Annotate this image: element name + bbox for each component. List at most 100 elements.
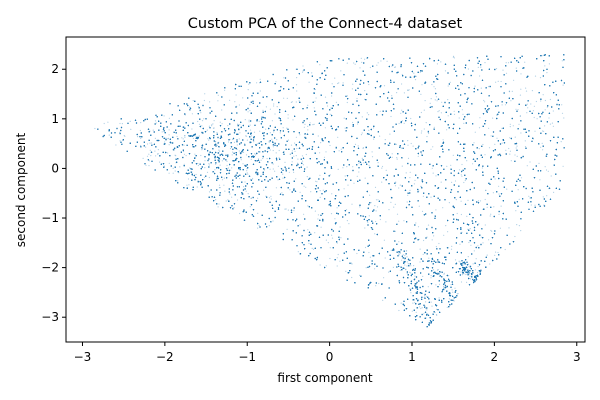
scatter-point [289,153,292,155]
scatter-point [319,196,321,198]
scatter-point [209,101,211,103]
scatter-point [410,272,412,274]
scatter-point [429,57,431,60]
scatter-point [552,110,554,112]
scatter-point [547,170,549,172]
scatter-point [286,97,288,99]
scatter-point [497,80,499,82]
scatter-point [508,90,510,92]
scatter-point [530,204,532,206]
scatter-point [271,138,273,140]
scatter-point [417,300,419,302]
scatter-point [488,239,490,241]
scatter-point [192,146,194,148]
scatter-point [536,118,538,120]
scatter-point [178,172,180,174]
scatter-point [513,79,515,81]
scatter-point [342,82,344,84]
scatter-point [425,122,427,124]
scatter-point [331,237,334,239]
scatter-point [272,163,274,165]
scatter-point [519,115,521,117]
scatter-point [237,124,239,126]
scatter-point [219,159,221,161]
scatter-point [316,258,318,260]
scatter-point [278,157,280,159]
scatter-point [361,116,363,118]
scatter-point [540,100,542,102]
scatter-point [468,273,470,275]
scatter-point [562,165,564,167]
scatter-point [451,245,453,247]
scatter-point [365,152,367,154]
scatter-point [366,57,368,60]
scatter-point [365,267,367,269]
scatter-point [529,161,531,163]
scatter-point [514,154,516,156]
scatter-point [364,227,366,229]
scatter-point [359,206,361,208]
scatter-point [407,264,410,266]
scatter-point [216,133,218,135]
scatter-point [411,280,413,282]
scatter-point [227,167,230,169]
scatter-point [186,186,188,189]
scatter-point [423,313,425,315]
scatter-point [437,111,439,113]
scatter-point [272,146,274,148]
scatter-point [250,132,252,134]
scatter-point [406,261,408,263]
scatter-point [483,99,485,102]
scatter-point [323,156,326,158]
scatter-point [429,58,431,60]
scatter-point [501,127,503,129]
scatter-point [269,132,271,134]
scatter-point [476,271,479,274]
scatter-point [103,122,105,125]
scatter-point [452,205,454,207]
scatter-point [381,165,384,168]
scatter-point [488,127,490,129]
scatter-point [403,261,405,263]
scatter-point [423,296,425,298]
scatter-point [426,309,428,311]
scatter-point [201,125,203,127]
scatter-point [204,148,206,150]
scatter-point [490,135,492,137]
scatter-point [119,122,121,125]
scatter-point [242,151,245,153]
scatter-point [296,77,298,79]
scatter-point [525,147,527,149]
scatter-point [302,65,304,67]
scatter-point [495,251,497,253]
scatter-point [548,117,550,119]
scatter-point [155,155,157,157]
scatter-point [441,291,443,293]
scatter-point [550,175,552,177]
scatter-point [246,170,248,172]
scatter-point [172,149,174,151]
scatter-point [336,265,338,267]
scatter-point [181,137,183,139]
scatter-point [155,122,157,124]
scatter-point [191,113,193,115]
scatter-point [434,88,436,90]
scatter-point [336,257,338,259]
scatter-point [504,248,506,251]
scatter-point [530,197,532,199]
scatter-point [391,95,393,97]
scatter-point [496,114,498,116]
scatter-point [373,127,375,129]
scatter-point [351,88,353,90]
scatter-point [394,66,397,68]
scatter-point [431,305,433,307]
scatter-point [229,99,231,101]
scatter-point [482,143,484,146]
scatter-point [246,139,248,141]
scatter-point [273,105,275,107]
scatter-point [239,212,241,215]
scatter-point [442,139,444,141]
scatter-point [398,220,400,222]
scatter-point [209,151,211,153]
scatter-point [272,220,274,222]
